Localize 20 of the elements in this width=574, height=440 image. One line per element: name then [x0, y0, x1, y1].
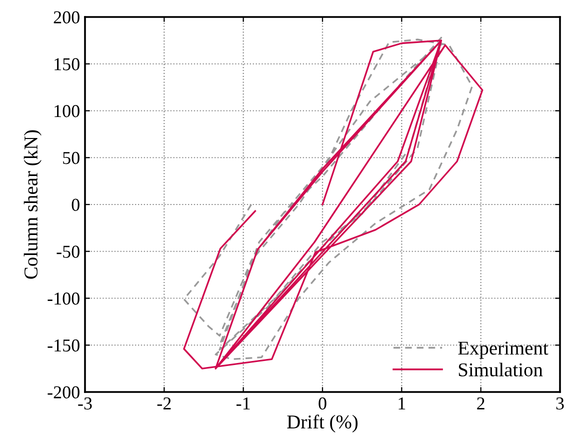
y-axis-title: Column shear (kN) — [24, 130, 42, 279]
y-tick-label: 150 — [54, 58, 80, 70]
y-tick-label: 0 — [72, 198, 80, 211]
x-tick-label: -2 — [157, 397, 171, 410]
x-tick-label: 3 — [556, 397, 564, 410]
y-tick-label: 200 — [54, 11, 80, 24]
y-tick-label: -200 — [48, 386, 80, 398]
y-tick-label: -50 — [56, 246, 80, 258]
y-tick-label: 50 — [63, 152, 80, 164]
y-tick-label: -100 — [48, 292, 80, 305]
x-tick-label: 2 — [477, 397, 484, 410]
y-tick-label: -150 — [48, 339, 80, 352]
y-tick-label: 100 — [54, 105, 80, 118]
x-tick-label: -3 — [78, 397, 92, 410]
x-tick-label: 1 — [398, 397, 406, 410]
legend-label: Simulation — [458, 362, 543, 376]
legend-label: Experiment — [458, 342, 548, 359]
x-tick-label: 0 — [318, 397, 326, 410]
x-tick-label: -1 — [236, 397, 250, 410]
x-axis-title: Drift (%) — [287, 414, 358, 432]
